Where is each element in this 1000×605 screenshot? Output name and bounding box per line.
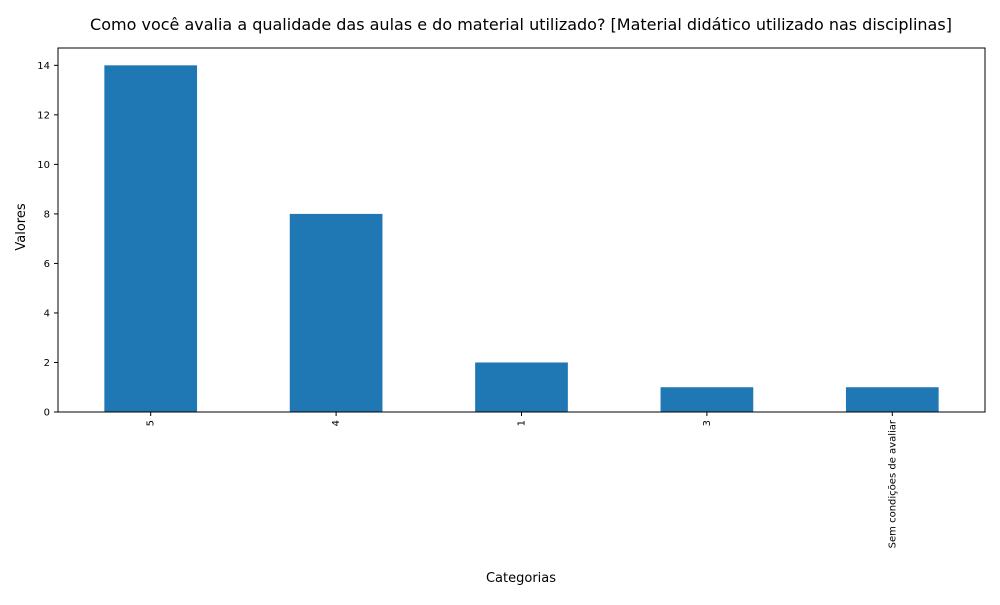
bars-layer	[104, 65, 939, 412]
x-axis-label: Categorias	[486, 571, 556, 586]
x-tick-label-4: Sem condições de avaliar	[887, 419, 898, 548]
bar-3	[660, 387, 754, 412]
y-tick-label-0: 0	[44, 408, 50, 419]
x-axis-ticks: 5 4 1 3 Sem condições de avaliar	[146, 412, 898, 548]
bar-0	[104, 65, 198, 412]
y-axis-ticks: 0 2 4 6 8 10 12 14	[37, 61, 58, 419]
x-tick-label-3: 3	[702, 420, 713, 426]
bar-4	[845, 387, 939, 412]
bar-1	[289, 213, 383, 412]
axes-frame	[57, 47, 986, 413]
x-tick-label-1: 4	[331, 420, 342, 426]
plot-area-frame	[57, 47, 986, 413]
y-tick-label-5: 10	[37, 160, 50, 171]
y-tick-label-7: 14	[37, 61, 50, 72]
y-tick-label-6: 12	[37, 110, 50, 121]
y-tick-label-3: 6	[44, 259, 50, 270]
x-tick-label-0: 5	[146, 420, 157, 426]
y-axis-label: Valores	[14, 203, 29, 250]
y-tick-label-1: 2	[44, 358, 50, 369]
chart-title: Como você avalia a qualidade das aulas e…	[90, 15, 952, 34]
bar-2	[475, 362, 568, 412]
y-tick-label-2: 4	[44, 308, 50, 319]
x-tick-label-2: 1	[517, 420, 528, 426]
y-tick-label-4: 8	[44, 209, 50, 220]
